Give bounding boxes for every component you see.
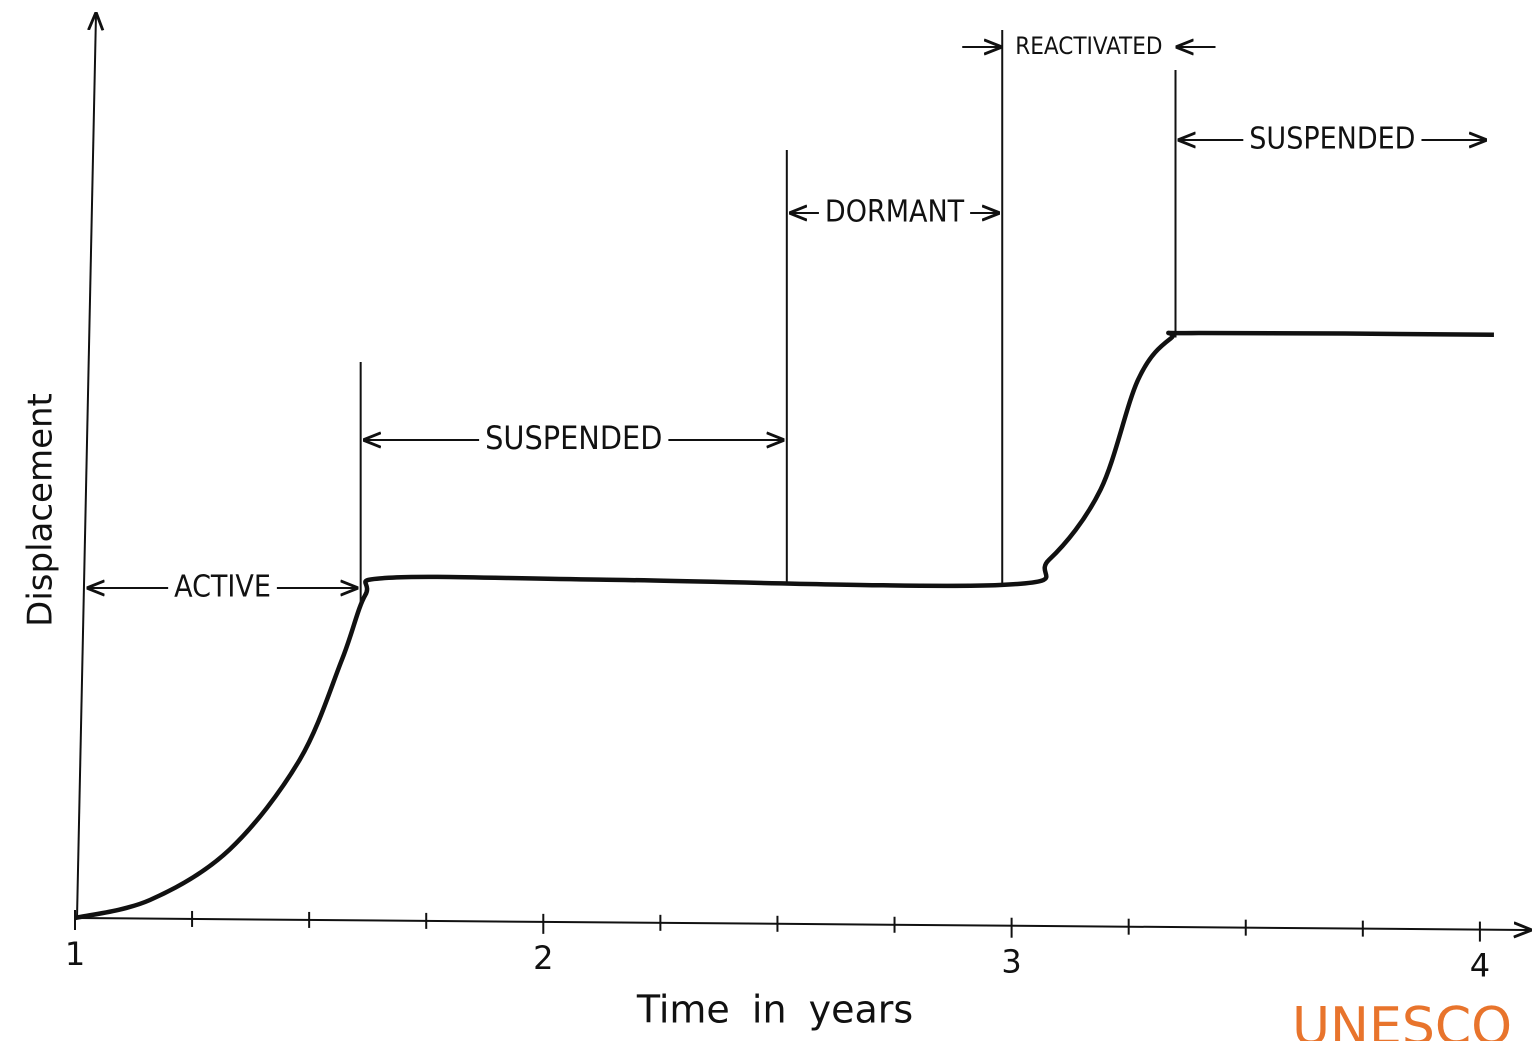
displacement-line: [74, 330, 1494, 921]
x-tick-label: 3: [1001, 943, 1021, 981]
x-tick-label: 2: [533, 939, 553, 977]
phase-label: SUSPENDED: [1249, 122, 1415, 157]
phase-label: DORMANT: [825, 195, 965, 230]
phase-label: ACTIVE: [174, 570, 271, 605]
watermark: UNESCO: [1292, 997, 1512, 1041]
y-axis-label: Displacement: [21, 393, 61, 627]
phase-label: SUSPENDED: [485, 419, 662, 457]
x-axis-label: Time in years: [636, 988, 913, 1032]
phase-label: REACTIVATED: [1015, 32, 1162, 60]
y-axis: [76, 14, 96, 919]
x-tick-label: 1: [65, 935, 85, 973]
x-axis: [74, 917, 1530, 930]
x-tick-label: 4: [1470, 947, 1490, 985]
